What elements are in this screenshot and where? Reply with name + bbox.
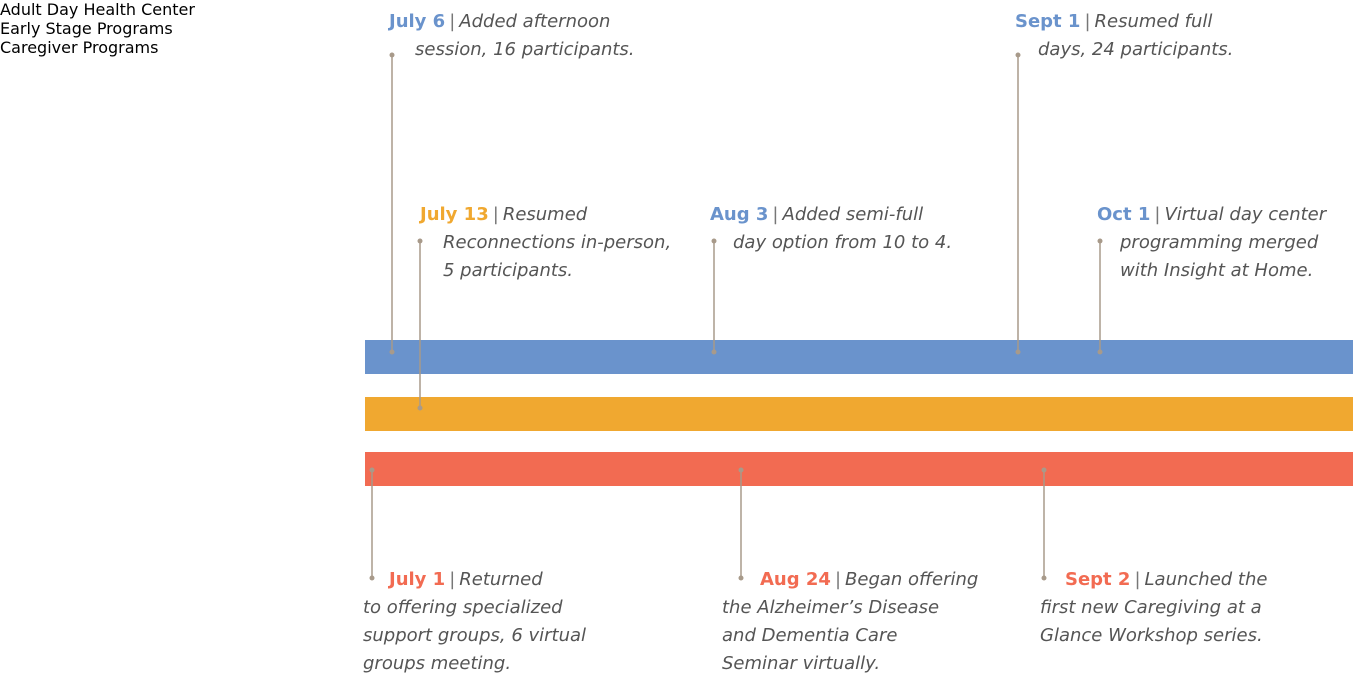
- event-text: with Insight at Home.: [1120, 260, 1314, 281]
- event-text: first new Caregiving at a: [1040, 597, 1262, 618]
- event-date: Oct 1: [1097, 204, 1151, 225]
- connector-dot: [711, 349, 717, 355]
- connector-dot: [369, 575, 375, 581]
- track-label: Caregiver Programs: [0, 38, 159, 57]
- separator: |: [449, 11, 456, 32]
- event-text: Virtual day center: [1164, 204, 1327, 225]
- track-bar: [365, 452, 1353, 486]
- event-text: session, 16 participants.: [415, 39, 635, 60]
- event-text: to offering specialized: [363, 597, 563, 618]
- event-date: Aug 24: [760, 569, 831, 590]
- event-text-line: July 13 | Resumed: [420, 201, 587, 229]
- event-text: Reconnections in-person,: [443, 232, 672, 253]
- event-text-line: and Dementia Care: [722, 622, 897, 650]
- event-text: Glance Workshop series.: [1040, 625, 1263, 646]
- separator: |: [1134, 569, 1141, 590]
- event-text: days, 24 participants.: [1038, 39, 1234, 60]
- connector-dot: [389, 52, 395, 58]
- event-text-line: programming merged: [1120, 229, 1318, 257]
- event-date: Sept 2: [1065, 569, 1131, 590]
- event-text: Seminar virtually.: [722, 653, 881, 674]
- event-text-line: Aug 24 | Began offering: [760, 566, 978, 594]
- connector-dot: [1015, 52, 1021, 58]
- event-text-line: to offering specialized: [363, 594, 563, 622]
- event-text: day option from 10 to 4.: [733, 232, 953, 253]
- event-text: Began offering: [845, 569, 979, 590]
- connector-dot: [417, 405, 423, 411]
- event-text: Launched the: [1144, 569, 1268, 590]
- connector-dot: [417, 238, 423, 244]
- separator: |: [1084, 11, 1091, 32]
- connector-dot: [1041, 575, 1047, 581]
- event-text-line: session, 16 participants.: [415, 36, 635, 64]
- track-label: Early Stage Programs: [0, 19, 173, 38]
- event-text: support groups, 6 virtual: [363, 625, 587, 646]
- connector-dot: [738, 467, 744, 473]
- event-text: Added semi-full: [782, 204, 924, 225]
- separator: |: [772, 204, 779, 225]
- event-date: Aug 3: [710, 204, 769, 225]
- connector-dot: [369, 467, 375, 473]
- separator: |: [1154, 204, 1161, 225]
- separator: |: [834, 569, 842, 590]
- separator: |: [492, 204, 499, 225]
- event-date: July 6: [389, 11, 446, 32]
- event-text-line: Glance Workshop series.: [1040, 622, 1263, 650]
- connector-dot: [1015, 349, 1021, 355]
- event-text: Resumed full: [1094, 11, 1213, 32]
- event-text-line: day option from 10 to 4.: [733, 229, 952, 257]
- event-text: Resumed: [502, 204, 588, 225]
- track-bar: [365, 397, 1353, 431]
- event-text-line: Reconnections in-person,: [443, 229, 671, 257]
- event-text: Added afternoon: [459, 11, 611, 32]
- event-text-line: support groups, 6 virtual: [363, 622, 586, 650]
- event-date: July 1: [389, 569, 446, 590]
- event-text-line: the Alzheimer’s Disease: [722, 594, 939, 622]
- event-text-line: Oct 1 | Virtual day center: [1097, 201, 1326, 229]
- connector-dot: [389, 349, 395, 355]
- event-text-line: groups meeting.: [363, 650, 511, 678]
- event-text: the Alzheimer’s Disease: [722, 597, 940, 618]
- event-date: July 13: [420, 204, 489, 225]
- track-label: Adult Day Health Center: [0, 0, 195, 19]
- event-text: programming merged: [1120, 232, 1319, 253]
- event-date: Sept 1: [1015, 11, 1081, 32]
- event-text-line: Sept 1 | Resumed full: [1015, 8, 1212, 36]
- event-text: and Dementia Care: [722, 625, 898, 646]
- connector-dot: [738, 575, 744, 581]
- event-text-line: days, 24 participants.: [1038, 36, 1233, 64]
- track-bar: [365, 340, 1353, 374]
- event-text: 5 participants.: [443, 260, 574, 281]
- connector-dot: [1097, 349, 1103, 355]
- event-text-line: 5 participants.: [443, 257, 573, 285]
- connector-dot: [1041, 467, 1047, 473]
- connector-dot: [1097, 238, 1103, 244]
- event-text-line: Aug 3 | Added semi-full: [710, 201, 923, 229]
- event-text: groups meeting.: [363, 653, 512, 674]
- event-text-line: first new Caregiving at a: [1040, 594, 1262, 622]
- event-text-line: Seminar virtually.: [722, 650, 880, 678]
- connector-dot: [711, 238, 717, 244]
- event-text-line: with Insight at Home.: [1120, 257, 1313, 285]
- event-text-line: July 1 | Returned: [389, 566, 543, 594]
- separator: |: [449, 569, 456, 590]
- event-text-line: Sept 2 | Launched the: [1065, 566, 1267, 594]
- event-text-line: July 6 | Added afternoon: [389, 8, 610, 36]
- event-text: Returned: [459, 569, 543, 590]
